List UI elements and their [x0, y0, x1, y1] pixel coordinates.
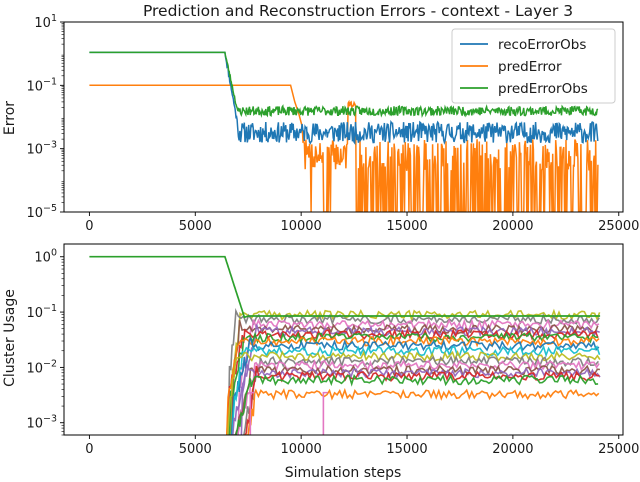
top-plot-frame	[63, 21, 624, 213]
series-line-predErrorObs	[89, 51, 599, 119]
top-x-tick-label: 10000	[280, 219, 321, 234]
legend-label-predError: predError	[498, 59, 562, 75]
cluster-line	[237, 318, 600, 435]
bottom-y-tick-label: 10−2	[26, 358, 57, 376]
legend-label-predErrorObs: predErrorObs	[498, 81, 588, 97]
bottom-x-tick-label: 25000	[598, 442, 639, 457]
top-y-tick-label: 101	[34, 13, 57, 31]
top-x-tick-label: 5000	[179, 219, 212, 234]
series-line-recoErrorObs	[89, 51, 599, 146]
top-y-tick-label: 10−5	[26, 203, 57, 221]
cluster-initial-line	[89, 255, 601, 319]
top-y-axis-label: Error	[2, 101, 18, 135]
top-plot-area	[89, 51, 599, 212]
top-plot-panel: 0 5000 10000 15000 20000 25000 10−5 10−3 10−1 101…	[26, 13, 639, 234]
top-legend-box	[451, 28, 616, 104]
cluster-line	[226, 327, 599, 435]
cluster-spike-line	[322, 391, 328, 435]
cluster-line	[244, 365, 600, 435]
cluster-line	[230, 336, 600, 435]
bottom-y-tick-label: 10−3	[26, 414, 57, 432]
bottom-plot-panel: 0 5000 10000 15000 20000 25000 10−3 10−2 10−1 100	[26, 243, 639, 457]
bottom-plot-frame	[63, 243, 624, 436]
cluster-line	[233, 373, 599, 435]
bottom-x-tick-label: 5000	[179, 442, 212, 457]
bottom-y-tick-label: 10−1	[26, 303, 57, 321]
bottom-x-tick-label: 20000	[492, 442, 533, 457]
top-x-tick-label: 20000	[492, 219, 533, 234]
cluster-line	[230, 362, 601, 435]
top-chart-title: Prediction and Reconstruction Errors - c…	[143, 2, 573, 20]
top-legend: recoErrorObs predError predErrorObs	[451, 28, 616, 104]
top-x-tick-label: 0	[85, 219, 93, 234]
bottom-x-tick-label: 15000	[386, 442, 427, 457]
bottom-y-tick-label: 100	[34, 248, 57, 266]
legend-label-recoErrorObs: recoErrorObs	[498, 37, 586, 53]
top-x-tick-label: 15000	[386, 219, 427, 234]
bottom-x-tick-label: 0	[85, 442, 93, 457]
top-y-tick-label: 10−1	[26, 76, 57, 94]
top-x-tick-label: 25000	[598, 219, 639, 234]
top-y-tick-label: 10−3	[26, 140, 57, 158]
cluster-line	[243, 355, 600, 435]
cluster-line	[244, 387, 600, 435]
series-line-predError	[89, 84, 599, 212]
bottom-plot-area	[89, 255, 601, 435]
bottom-x-axis-label: Simulation steps	[285, 465, 402, 481]
cluster-spike-line	[249, 391, 255, 435]
bottom-x-tick-label: 10000	[280, 442, 321, 457]
cluster-line	[226, 335, 600, 435]
bottom-y-axis-label: Cluster Usage	[2, 289, 18, 387]
